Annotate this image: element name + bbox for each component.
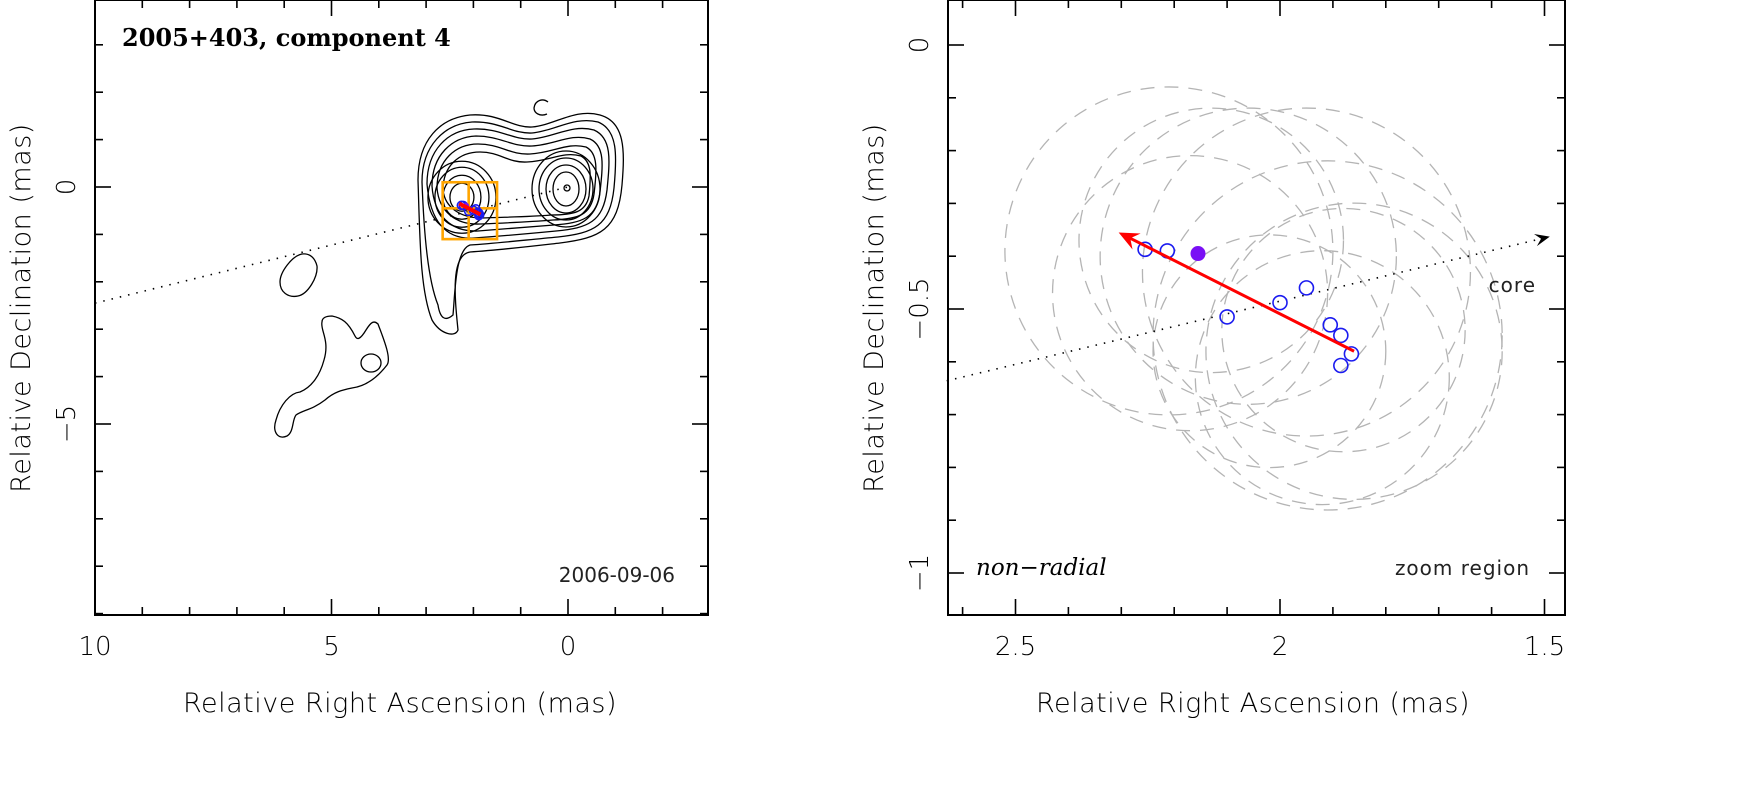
uncertainty-circle [1152,160,1503,511]
right-x-axis-title: Relative Right Ascension (mas) [1036,688,1470,719]
x-tick-label: 5 [323,632,340,662]
right-y-axis-title: Relative Declination (mas) [859,123,890,493]
component-marker [474,209,485,220]
y-tick-label: −5 [52,405,82,443]
uncertainty-circle [1194,250,1450,506]
epoch-label: 2006-09-06 [559,563,675,587]
component-track [456,200,485,221]
uncertainty-circle [1205,202,1503,501]
left-x-axis-title: Relative Right Ascension (mas) [183,688,617,719]
source-title: 2005+403, component 4 [122,23,451,52]
right-panel-zoom: 2.5 2 1.5 0 −0.5 −1 non−radial zoom region co… [859,0,1566,719]
dotted-core-line [946,235,1550,382]
y-tick-label: −1 [905,554,935,592]
contour-level [421,120,617,319]
contour-map [274,99,624,438]
x-tick-label: 10 [78,632,111,662]
motion-vector-line [1126,235,1355,353]
contour-level [434,166,490,228]
core-arrowhead [1534,234,1550,247]
component-markers [1137,241,1360,374]
x-tick-label: 0 [560,632,577,662]
contour-island [274,315,389,438]
component-marker [1333,327,1349,344]
left-panel-map: 10 5 0 0 −5 2005+403, component 4 2006-09-06… [6,0,709,719]
contour-level [545,164,587,214]
component-marker [1272,294,1288,311]
core-direction-line [946,234,1550,382]
x-tick-label: 2 [1272,632,1289,662]
track-line [458,201,482,217]
contour-level [552,171,580,207]
uncertainty-circle [1141,107,1472,437]
component-marker [1333,357,1349,374]
x-tick-label: 1.5 [1524,632,1565,662]
component-marker [1219,309,1235,325]
uncertainty-circle [1099,107,1398,405]
x-tick-label: 2.5 [995,632,1036,662]
contour-level [531,150,601,228]
contour-island [533,99,549,116]
left-y-axis-title: Relative Declination (mas) [6,123,37,493]
contour-level [538,157,594,221]
uncertainty-circles [1004,86,1503,511]
component-marker [1343,346,1360,362]
component-marker [1298,280,1315,296]
uncertainty-circle [1051,154,1329,432]
y-tick-label: 0 [52,179,82,196]
left-plot-frame [94,0,709,616]
core-label: core [1489,273,1536,297]
contour-level [417,112,624,335]
non-radial-label: non−radial [976,555,1107,581]
uncertainty-circle [1221,207,1466,453]
right-axis-ticks: 2.5 2 1.5 0 −0.5 −1 [905,0,1565,662]
zoom-region-label: zoom region [1395,556,1530,580]
y-tick-label: −0.5 [905,277,935,340]
contour-island [360,353,382,373]
motion-vector [1118,232,1355,353]
left-axis-ticks: 10 5 0 0 −5 [52,0,708,662]
motion-vector-arrowhead [1118,232,1141,250]
right-plot-frame [947,0,1566,616]
component-marker-filled [1190,246,1206,262]
contour-level [436,143,597,225]
uncertainty-circle [1078,107,1345,374]
uncertainty-circle [1152,234,1387,469]
contour-island [279,253,318,298]
core-peak [563,184,571,192]
contour-level [431,135,603,232]
y-tick-label: 0 [905,37,935,54]
component-marker [1322,317,1339,333]
